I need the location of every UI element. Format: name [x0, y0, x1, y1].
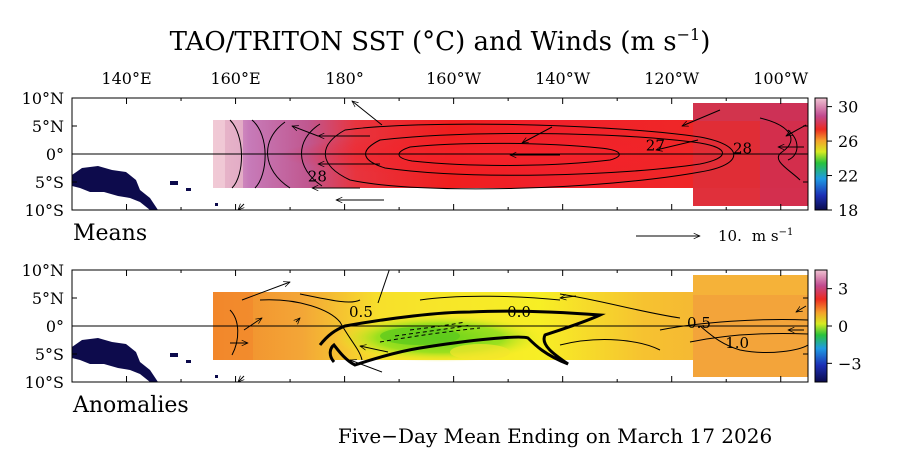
colorbar-tick-label: 0	[838, 317, 848, 336]
anomalies-wind-vectors	[230, 270, 807, 382]
anomalies-label: Anomalies	[72, 393, 189, 418]
lat-tick-label: 5°S	[35, 345, 64, 364]
lat-tick-label: 0°	[46, 145, 64, 164]
lat-tick-label: 10°N	[22, 261, 64, 280]
lat-tick-label: 0°	[46, 317, 64, 336]
means-colorbar	[814, 97, 828, 211]
wind-scale-unit: m s	[752, 227, 779, 245]
lon-tick-label: 160°E	[210, 69, 260, 88]
lat-tick-label: 10°N	[22, 89, 64, 108]
means-contours	[229, 117, 801, 190]
wind-scale: 10. m s−1	[636, 227, 793, 245]
anomalies-panel: 0.5 0.0 0.5 1.0	[213, 270, 808, 382]
anomalies-colorbar	[814, 269, 828, 383]
lat-tick-label: 5°S	[35, 173, 64, 192]
lon-tick-label: 140°W	[535, 69, 591, 88]
colorbar-tick-label: 22	[838, 167, 858, 186]
footer-caption: Five−Day Mean Ending on March 17 2026	[338, 424, 772, 448]
chart-title: TAO/TRITON SST (°C) and Winds (m s−1)	[170, 25, 711, 57]
contour-label: 0.5	[687, 314, 711, 332]
means-wind-vectors	[238, 101, 807, 210]
svg-text:10.m s−1: 10. m s−1	[718, 227, 793, 245]
lat-tick-label: 5°N	[32, 117, 64, 136]
colorbar-tick-label: 26	[838, 132, 858, 151]
new-guinea-land-bottom	[72, 338, 158, 382]
wind-scale-unit-sup: −1	[779, 227, 794, 238]
contour-label: 28	[308, 167, 327, 185]
lon-tick-label: 120°W	[644, 69, 700, 88]
contour-label: 0.0	[507, 303, 531, 321]
lat-tick-label: 10°S	[25, 201, 64, 220]
lon-tick-label: 140°E	[101, 69, 151, 88]
lon-tick-label: 180°	[325, 69, 364, 88]
lon-tick-label: 100°W	[753, 69, 809, 88]
contour-label: 28	[733, 139, 752, 157]
lat-tick-label: 5°N	[32, 289, 64, 308]
contour-label: 27	[646, 137, 665, 155]
means-panel: 28 27 28	[213, 101, 808, 210]
colorbar-tick-label: 30	[838, 98, 858, 117]
lat-tick-label: 10°S	[25, 373, 64, 392]
new-guinea-land-top	[72, 166, 158, 210]
contour-label: 1.0	[725, 334, 749, 352]
lon-tick-label: 160°W	[426, 69, 482, 88]
means-label: Means	[73, 221, 147, 246]
colorbar-tick-label: −3	[838, 354, 862, 373]
contour-label: 0.5	[349, 303, 373, 321]
colorbar-tick-label: 3	[838, 280, 848, 299]
wind-scale-value: 10.	[718, 227, 742, 245]
colorbar-tick-label: 18	[838, 201, 858, 220]
